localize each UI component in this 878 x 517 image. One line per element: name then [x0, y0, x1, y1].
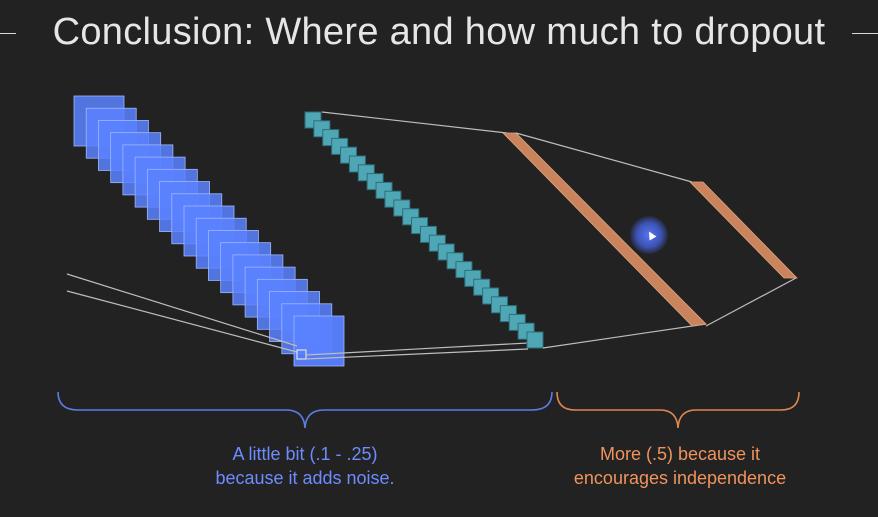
dense-layer-2: [689, 181, 798, 279]
orange-brace: [556, 391, 800, 429]
pool-to-dense-top-line: [321, 111, 508, 134]
title-rule-left: [0, 33, 16, 34]
slide-title: Conclusion: Where and how much to dropou…: [52, 11, 826, 53]
input-connection-line-2: [66, 290, 298, 353]
caption-more-line-2: encourages independence: [573, 468, 787, 488]
caption-more-dropout: More (.5) because it encourages independ…: [520, 442, 840, 490]
caption-little-line-1: A little bit (.1 - .25): [232, 444, 378, 464]
cursor-highlight: [630, 216, 668, 254]
dense-connection-top-line: [515, 132, 693, 183]
caption-more-line-1: More (.5) because it: [599, 444, 761, 464]
conv-to-pool-line-1: [305, 342, 529, 356]
conv-to-pool-line-2: [305, 348, 529, 360]
conv-feature-map-stack: [73, 95, 345, 367]
pool-to-dense-bottom-line: [542, 323, 707, 349]
dense-connection-bottom-line: [705, 277, 797, 327]
input-connection-line-1: [66, 273, 298, 347]
dense-layer-1: [502, 132, 707, 327]
caption-little-line-2: because it adds noise.: [215, 468, 395, 488]
pooled-unit: [526, 331, 544, 349]
caption-little-dropout: A little bit (.1 - .25) because it adds …: [150, 442, 460, 490]
pooled-feature-column: [304, 111, 544, 349]
title-rule-right: [852, 33, 878, 34]
blue-brace: [57, 391, 553, 429]
